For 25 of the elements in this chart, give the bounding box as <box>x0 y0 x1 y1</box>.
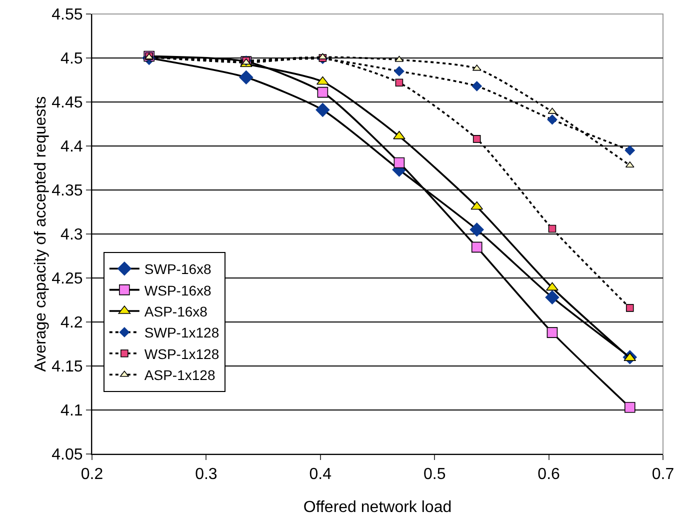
y-tick-label: 4.2 <box>60 314 83 332</box>
y-tick-label: 4.5 <box>60 50 83 68</box>
x-tick-label: 0.4 <box>309 466 332 484</box>
legend-label: SWP-1x128 <box>144 324 220 341</box>
y-tick-label: 4.4 <box>60 138 83 156</box>
y-tick-label: 4.35 <box>52 182 83 200</box>
y-tick-label: 4.45 <box>52 94 83 112</box>
legend-label: ASP-1x128 <box>144 367 216 384</box>
x-tick-label: 0.7 <box>652 466 674 484</box>
y-tick-label: 4.15 <box>52 358 83 376</box>
y-tick-label: 4.55 <box>52 6 83 24</box>
y-tick-label: 4.05 <box>52 446 83 464</box>
x-tick-label: 0.6 <box>538 466 560 484</box>
y-axis-title: Average capacity of accepted requests <box>32 96 50 372</box>
x-axis-title: Offered network load <box>303 499 452 516</box>
y-tick-label: 4.3 <box>60 226 83 244</box>
legend-label: WSP-16x8 <box>144 282 212 298</box>
legend-label: ASP-16x8 <box>144 303 208 320</box>
legend-label: WSP-1x128 <box>144 346 220 362</box>
y-tick-label: 4.25 <box>52 270 83 288</box>
y-tick-label: 4.1 <box>60 402 83 420</box>
legend-label: SWP-16x8 <box>144 261 212 278</box>
x-tick-label: 0.5 <box>423 466 446 484</box>
x-tick-label: 0.3 <box>195 466 218 484</box>
x-tick-label: 0.2 <box>80 466 104 484</box>
